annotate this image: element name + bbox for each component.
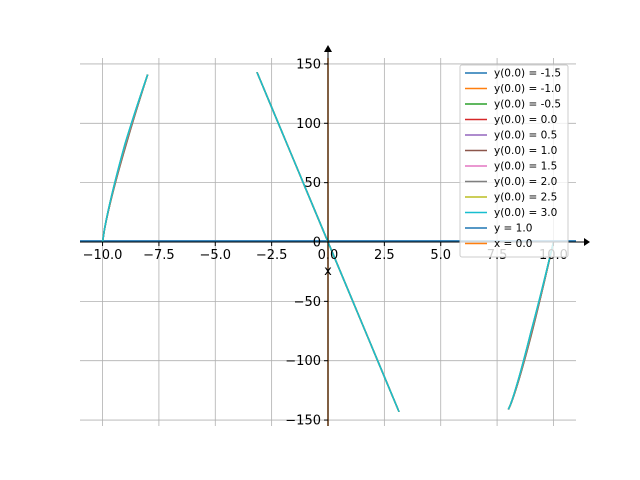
legend-entry: y(0.0) = -0.5 (494, 99, 561, 111)
y-tick-label: 0 (313, 236, 321, 251)
legend-box (459, 64, 569, 258)
x-tick-label: 0.0 (318, 248, 339, 263)
legend: y(0.0) = -1.5 y(0.0) = -1.0 y(0.0) = -0.5 y… (459, 64, 569, 258)
y-tick-label: 150 (296, 57, 321, 72)
x-tick-label: 5.0 (430, 248, 451, 263)
legend-entry: y(0.0) = 1.0 (494, 145, 557, 157)
legend-entry: y(0.0) = 0.0 (494, 114, 557, 126)
x-tick-label: −10.0 (83, 248, 123, 263)
y-tick-label: 100 (296, 117, 321, 132)
y-tick-label: 50 (304, 176, 321, 191)
y-tick-label: −50 (294, 295, 321, 310)
x-tick-label: −2.5 (256, 248, 288, 263)
y-tick-label: −100 (285, 354, 321, 369)
x-axis-label: x (324, 264, 332, 279)
legend-entry: y = 1.0 (494, 223, 532, 235)
legend-entry: y(0.0) = -1.0 (494, 83, 561, 95)
legend-entry: y(0.0) = 1.5 (494, 161, 557, 173)
x-tick-label: 2.5 (374, 248, 395, 263)
legend-entry: y(0.0) = 0.5 (494, 130, 557, 142)
legend-entry: y(0.0) = 3.0 (494, 207, 557, 219)
y-axis-arrow-icon (324, 45, 332, 52)
y-tick-label: −150 (285, 414, 321, 429)
x-axis-arrow-icon (584, 238, 590, 246)
legend-entry: y(0.0) = 2.5 (494, 192, 557, 204)
legend-entry: y(0.0) = -1.5 (494, 68, 561, 80)
x-tick-label: −5.0 (199, 248, 231, 263)
legend-entry: x = 0.0 (494, 238, 532, 250)
legend-entry: y(0.0) = 2.0 (494, 176, 557, 188)
x-tick-label: −7.5 (143, 248, 175, 263)
